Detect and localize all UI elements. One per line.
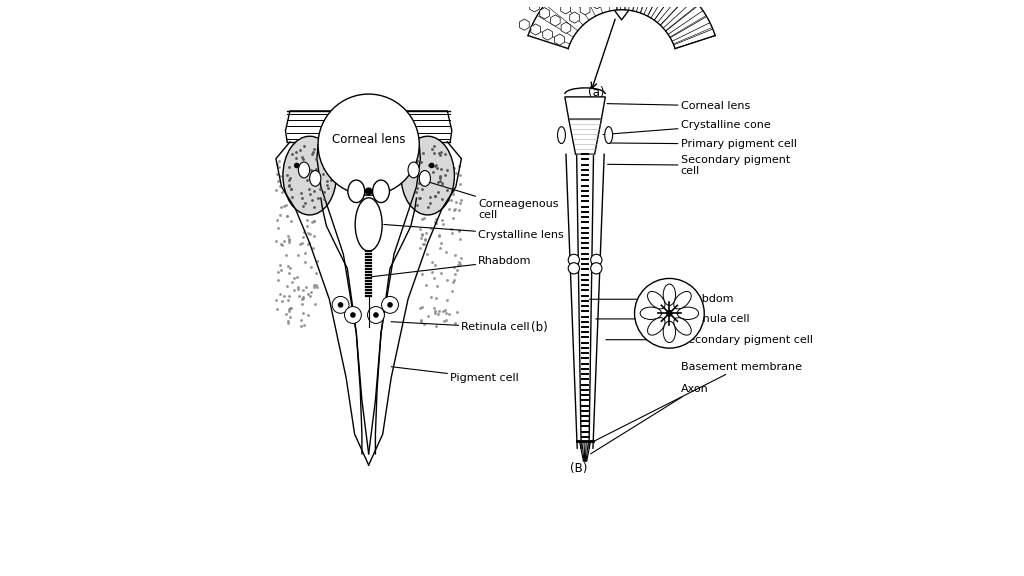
Circle shape [568,263,580,274]
Ellipse shape [647,291,665,309]
Circle shape [387,302,393,308]
Polygon shape [561,3,570,14]
Circle shape [344,306,361,323]
Ellipse shape [408,162,419,178]
Circle shape [318,94,419,195]
Ellipse shape [674,318,691,335]
Polygon shape [555,34,564,46]
Circle shape [365,187,373,195]
Circle shape [635,278,705,348]
Circle shape [382,297,398,313]
Ellipse shape [664,321,676,343]
Polygon shape [581,3,590,15]
Ellipse shape [640,307,662,320]
Circle shape [332,297,349,313]
Circle shape [591,254,602,266]
Polygon shape [561,22,570,33]
Polygon shape [569,12,580,23]
Circle shape [591,263,602,274]
Text: Corneagenous
cell: Corneagenous cell [421,180,559,220]
Polygon shape [543,29,553,40]
Polygon shape [540,7,550,19]
Ellipse shape [283,137,336,215]
Circle shape [568,254,580,266]
Text: Secondary pigment cell: Secondary pigment cell [606,335,813,344]
Circle shape [368,306,384,323]
Ellipse shape [309,170,321,186]
Text: Secondary pigment
cell: Secondary pigment cell [607,155,790,176]
Polygon shape [519,19,529,31]
Ellipse shape [557,127,565,143]
Circle shape [338,302,343,308]
Ellipse shape [355,198,382,251]
Ellipse shape [664,284,676,305]
Text: Primary pigment cell: Primary pigment cell [608,139,797,149]
Text: Basement membrane: Basement membrane [595,362,802,441]
Circle shape [666,310,673,317]
Text: Rhabdom: Rhabdom [590,294,734,304]
Ellipse shape [298,162,309,178]
Polygon shape [573,0,583,4]
Ellipse shape [348,180,365,203]
Text: Pigment cell: Pigment cell [391,367,519,383]
Text: (b): (b) [530,321,548,334]
Polygon shape [565,97,605,119]
Ellipse shape [677,307,698,320]
Text: Axon: Axon [591,384,709,454]
Ellipse shape [373,180,389,203]
Polygon shape [605,0,614,5]
Text: Retinula cell: Retinula cell [596,314,750,324]
Text: Crystalline lens: Crystalline lens [384,225,564,240]
Ellipse shape [674,291,691,309]
Polygon shape [529,1,540,12]
Text: Rhabdom: Rhabdom [372,256,531,276]
Ellipse shape [647,318,665,335]
Text: Retinula cell: Retinula cell [391,322,530,332]
Text: Corneal lens: Corneal lens [607,101,750,111]
Text: (B): (B) [569,463,587,476]
Circle shape [294,162,300,168]
Polygon shape [530,24,541,35]
Polygon shape [551,15,560,26]
Text: Crystalline cone: Crystalline cone [603,120,770,135]
Text: (a): (a) [588,86,604,99]
Polygon shape [566,154,604,448]
Polygon shape [528,0,715,48]
Circle shape [429,162,434,168]
Text: Corneal lens: Corneal lens [332,132,406,146]
Polygon shape [552,0,561,5]
Ellipse shape [419,170,430,186]
Polygon shape [592,0,602,9]
Ellipse shape [401,137,455,215]
Ellipse shape [605,127,612,143]
Circle shape [350,312,355,318]
Polygon shape [568,119,601,154]
Circle shape [373,312,379,318]
